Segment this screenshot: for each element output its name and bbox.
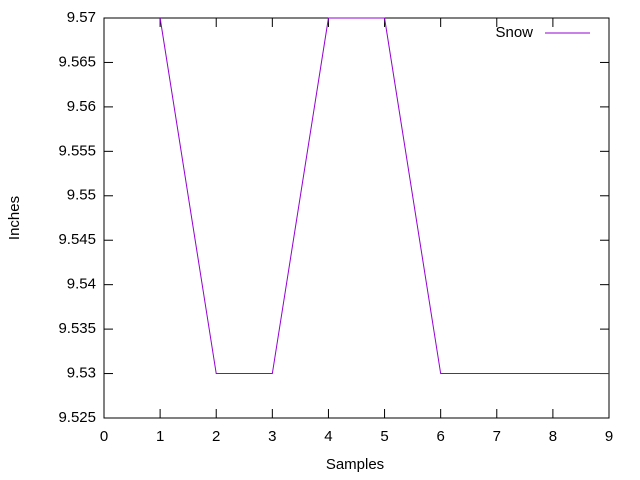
x-tick-label: 8 xyxy=(549,428,557,445)
x-tick-label: 0 xyxy=(100,428,108,445)
y-tick-label: 9.535 xyxy=(58,320,96,337)
plot-border xyxy=(103,17,610,419)
y-tick-label: 9.57 xyxy=(67,9,96,26)
x-tick-label: 1 xyxy=(156,428,164,445)
y-tick-label: 9.54 xyxy=(67,276,96,293)
y-axis-label: Inches xyxy=(6,196,23,240)
y-tick-label: 9.525 xyxy=(58,409,96,426)
x-tick-label: 9 xyxy=(605,428,613,445)
x-tick-label: 4 xyxy=(324,428,332,445)
y-tick-label: 9.53 xyxy=(67,365,96,382)
y-tick-label: 9.545 xyxy=(58,231,96,248)
y-tick-label: 9.565 xyxy=(58,53,96,70)
x-tick-label: 3 xyxy=(268,428,276,445)
y-tick-label: 9.56 xyxy=(67,98,96,115)
x-tick-label: 6 xyxy=(436,428,444,445)
x-tick-label: 5 xyxy=(380,428,388,445)
legend-label: Snow xyxy=(495,24,533,41)
data-line xyxy=(159,17,609,375)
x-axis-label: Samples xyxy=(326,456,384,473)
x-tick-label: 2 xyxy=(212,428,220,445)
y-tick-label: 9.555 xyxy=(58,142,96,159)
x-tick-label: 7 xyxy=(493,428,501,445)
y-tick-label: 9.55 xyxy=(67,187,96,204)
